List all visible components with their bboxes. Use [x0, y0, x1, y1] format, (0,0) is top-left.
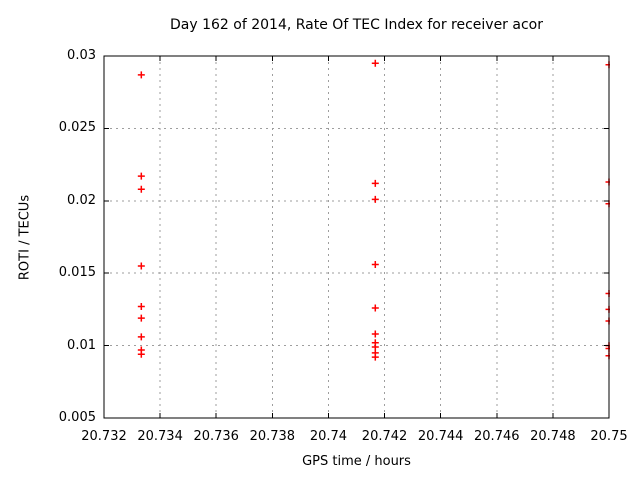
data-point-marker — [371, 195, 379, 203]
data-point-marker — [137, 314, 145, 322]
data-point-marker — [371, 261, 379, 269]
y-tick-label: 0.015 — [58, 265, 96, 281]
data-point-marker — [137, 262, 145, 270]
y-tick-label: 0.025 — [58, 120, 96, 136]
y-tick-label: 0.03 — [67, 48, 96, 63]
data-point-marker — [137, 350, 145, 358]
x-tick-label: 20.742 — [361, 429, 408, 444]
data-point-marker — [137, 71, 145, 79]
data-point-marker — [371, 330, 379, 338]
plot-border — [103, 55, 610, 419]
x-tick-label: 20.734 — [137, 429, 183, 444]
data-series-roti — [137, 59, 610, 361]
data-point-marker — [137, 185, 145, 193]
x-tick-label: 20.732 — [81, 429, 127, 444]
y-tick-label: 0.01 — [67, 337, 96, 353]
data-point-marker — [371, 59, 379, 67]
x-tick-label: 20.738 — [249, 429, 296, 444]
data-point-marker — [371, 304, 379, 312]
y-tick-label: 0.005 — [58, 410, 96, 425]
x-tick-label: 20.748 — [530, 429, 576, 444]
x-tick-label: 20.744 — [417, 429, 464, 444]
chart-title: Day 162 of 2014, Rate Of TEC Index for r… — [170, 17, 543, 33]
x-tick-label: 20.736 — [193, 429, 239, 444]
y-tick-label: 0.02 — [67, 192, 96, 208]
x-axis-label: GPS time / hours — [302, 454, 411, 469]
data-point-marker — [137, 172, 145, 180]
data-point-marker — [137, 333, 145, 341]
x-tick-label: 20.75 — [590, 429, 628, 444]
data-point-marker — [371, 353, 379, 361]
x-tick-label: 20.74 — [309, 429, 348, 444]
x-tick-label: 20.746 — [474, 429, 520, 444]
data-point-marker — [137, 303, 145, 311]
data-point-marker — [371, 179, 379, 187]
